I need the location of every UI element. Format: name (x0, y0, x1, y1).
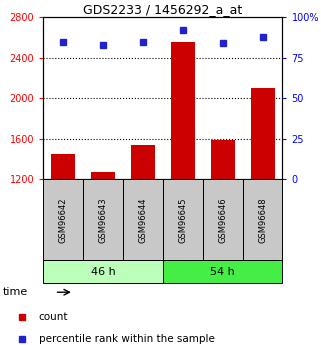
Text: 54 h: 54 h (210, 267, 235, 277)
Text: GSM96648: GSM96648 (258, 197, 267, 243)
Bar (211, 140, 235, 179)
Text: GSM96642: GSM96642 (59, 197, 68, 243)
Text: percentile rank within the sample: percentile rank within the sample (39, 334, 214, 344)
Text: 46 h: 46 h (91, 267, 116, 277)
Bar (83, 179, 123, 260)
Bar (43, 179, 83, 260)
Bar (203, 179, 243, 260)
Text: time: time (3, 287, 29, 297)
Bar (163, 260, 282, 283)
Bar (251, 88, 274, 179)
Bar (91, 172, 115, 179)
Text: GSM96645: GSM96645 (178, 197, 187, 243)
Bar (243, 179, 282, 260)
Title: GDS2233 / 1456292_a_at: GDS2233 / 1456292_a_at (83, 3, 243, 16)
Bar (171, 41, 195, 179)
Bar (123, 179, 163, 260)
Text: GSM96643: GSM96643 (99, 197, 108, 243)
Bar (163, 179, 203, 260)
Text: GSM96644: GSM96644 (138, 197, 147, 243)
Bar (51, 154, 75, 179)
Bar (43, 260, 163, 283)
Bar (131, 145, 155, 179)
Text: GSM96646: GSM96646 (218, 197, 227, 243)
Text: count: count (39, 312, 68, 322)
